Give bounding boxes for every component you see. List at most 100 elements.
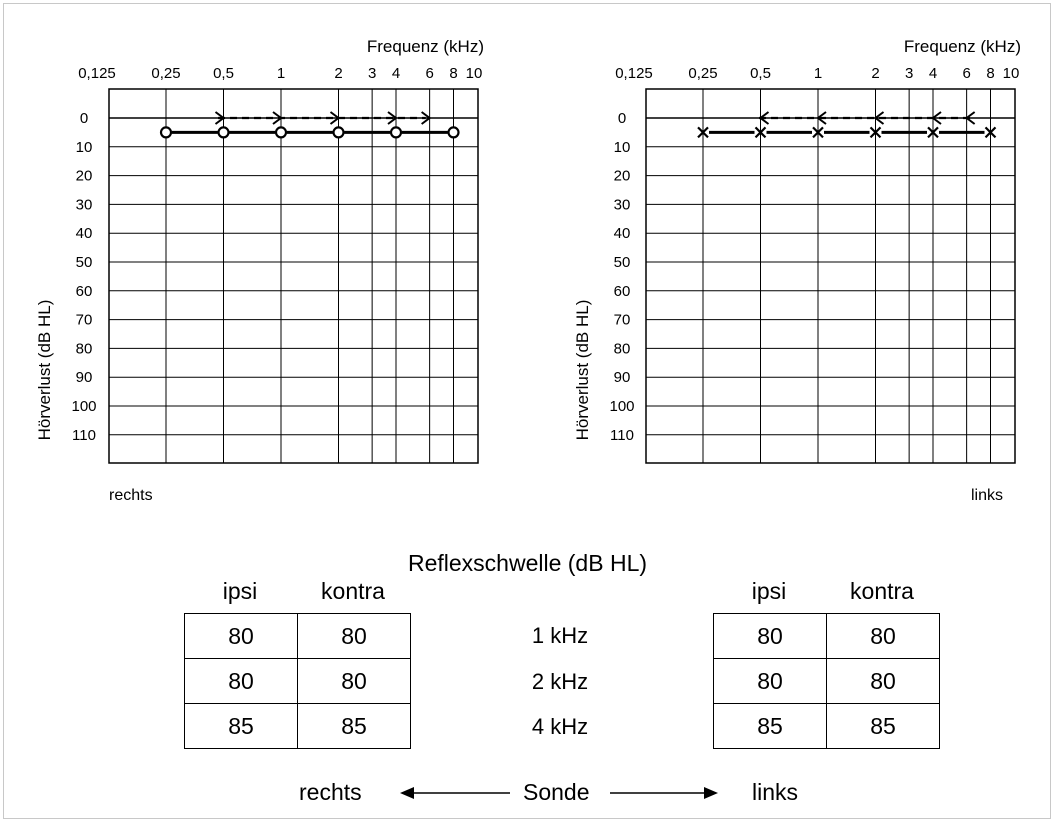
- x-tick-label: 2: [334, 65, 342, 82]
- x-axis-title: Frequenz (kHz): [367, 37, 484, 56]
- x-tick-label: 4: [392, 65, 400, 82]
- y-tick-label: 110: [72, 427, 96, 444]
- data-point-bracket: [421, 111, 432, 125]
- data-point-circle: [447, 126, 460, 139]
- table-cell: 80: [826, 613, 940, 659]
- table-row: 80 80: [713, 613, 940, 659]
- y-tick-label: 30: [614, 196, 631, 213]
- y-tick-label: 50: [614, 254, 631, 271]
- y-tick-label: 70: [76, 312, 93, 329]
- x-tick-label: 6: [425, 65, 433, 82]
- x-tick-label: 10: [1003, 65, 1020, 82]
- data-point-circle: [159, 126, 173, 139]
- probe-left-label: links: [752, 779, 799, 805]
- data-point-circle: [332, 126, 345, 139]
- reflex-title: Reflexschwelle (dB HL): [407, 550, 648, 576]
- probe-label: Sonde: [523, 779, 590, 805]
- data-point-bracket: [816, 111, 827, 125]
- x-tick-label: 10: [466, 65, 483, 82]
- y-tick-label: 60: [614, 283, 631, 300]
- table-cell: 85: [297, 703, 411, 749]
- x-tick-label: 0,5: [213, 65, 234, 82]
- reflex-freq-2khz: 2 kHz: [531, 669, 589, 694]
- y-tick-label: 100: [71, 398, 96, 415]
- reflex-freq-1khz: 1 kHz: [531, 623, 589, 648]
- y-tick-label: 90: [76, 369, 93, 386]
- table-row: 80 80: [184, 613, 411, 659]
- data-point-bracket: [214, 111, 226, 125]
- data-point-bracket: [387, 111, 398, 125]
- right-arrow-icon: [610, 787, 718, 799]
- table-cell: 80: [184, 613, 298, 659]
- plot-area: [645, 88, 1016, 464]
- y-tick-label: 110: [610, 427, 634, 444]
- x-tick-label: 3: [368, 65, 376, 82]
- table-cell: 80: [297, 658, 411, 704]
- data-point-cross: [927, 126, 939, 139]
- y-tick-label: 100: [609, 398, 634, 415]
- y-tick-label: 40: [76, 225, 93, 242]
- data-point-bracket: [758, 111, 770, 125]
- table-row: 80 80: [184, 658, 411, 704]
- table-cell: 80: [713, 613, 827, 659]
- reflex-table-left: 80 80 80 80 85 85: [713, 613, 940, 749]
- ear-label: rechts: [109, 487, 153, 504]
- y-tick-label: 0: [80, 110, 88, 127]
- x-tick-label: 1: [814, 65, 822, 82]
- x-tick-label: 4: [929, 65, 937, 82]
- table-cell: 85: [184, 703, 298, 749]
- x-tick-label: 1: [277, 65, 285, 82]
- left-arrow-icon: [400, 787, 510, 799]
- table-row: 85 85: [184, 703, 411, 749]
- ear-label: links: [971, 487, 1003, 504]
- reflex-freq-4khz: 4 kHz: [531, 714, 589, 739]
- left-kontra-header: kontra: [850, 578, 914, 604]
- data-point-cross: [812, 126, 824, 139]
- table-cell: 80: [184, 658, 298, 704]
- data-point-circle: [274, 126, 288, 139]
- data-point-cross: [697, 126, 709, 139]
- y-axis-title: Hörverlust (dB HL): [573, 300, 592, 441]
- x-tick-label: 0,125: [78, 65, 116, 82]
- data-point-bracket: [873, 111, 885, 125]
- table-cell: 85: [713, 703, 827, 749]
- data-point-bracket: [329, 111, 341, 125]
- y-tick-label: 80: [614, 340, 631, 357]
- table-row: 80 80: [713, 658, 940, 704]
- data-point-cross: [869, 126, 882, 139]
- x-tick-label: 6: [962, 65, 970, 82]
- data-point-bracket: [272, 111, 283, 125]
- right-ipsi-header: ipsi: [222, 578, 258, 604]
- y-tick-label: 30: [76, 196, 93, 213]
- y-tick-label: 0: [618, 110, 626, 127]
- x-tick-label: 8: [449, 65, 457, 82]
- table-cell: 80: [826, 658, 940, 704]
- y-tick-label: 70: [614, 312, 631, 329]
- x-tick-label: 0,25: [151, 65, 180, 82]
- table-cell: 80: [713, 658, 827, 704]
- figure-frame: [3, 3, 1051, 819]
- data-point-bracket: [964, 111, 976, 125]
- y-tick-label: 40: [614, 225, 631, 242]
- right-kontra-header: kontra: [321, 578, 385, 604]
- y-tick-label: 10: [614, 139, 631, 156]
- y-tick-label: 50: [76, 254, 93, 271]
- y-tick-label: 20: [614, 168, 631, 185]
- data-point-circle: [389, 126, 403, 139]
- data-point-cross: [984, 126, 997, 139]
- data-point-cross: [754, 126, 767, 139]
- y-tick-label: 20: [76, 168, 93, 185]
- y-tick-label: 90: [614, 369, 631, 386]
- plot-area: [108, 88, 479, 464]
- y-tick-label: 80: [76, 340, 93, 357]
- y-tick-label: 60: [76, 283, 93, 300]
- data-point-bracket: [931, 111, 942, 125]
- x-tick-label: 0,25: [688, 65, 717, 82]
- x-tick-label: 2: [871, 65, 879, 82]
- table-row: 85 85: [713, 703, 940, 749]
- x-tick-label: 3: [905, 65, 913, 82]
- probe-right-label: rechts: [299, 779, 362, 805]
- y-axis-title: Hörverlust (dB HL): [35, 300, 54, 441]
- x-tick-label: 0,125: [615, 65, 653, 82]
